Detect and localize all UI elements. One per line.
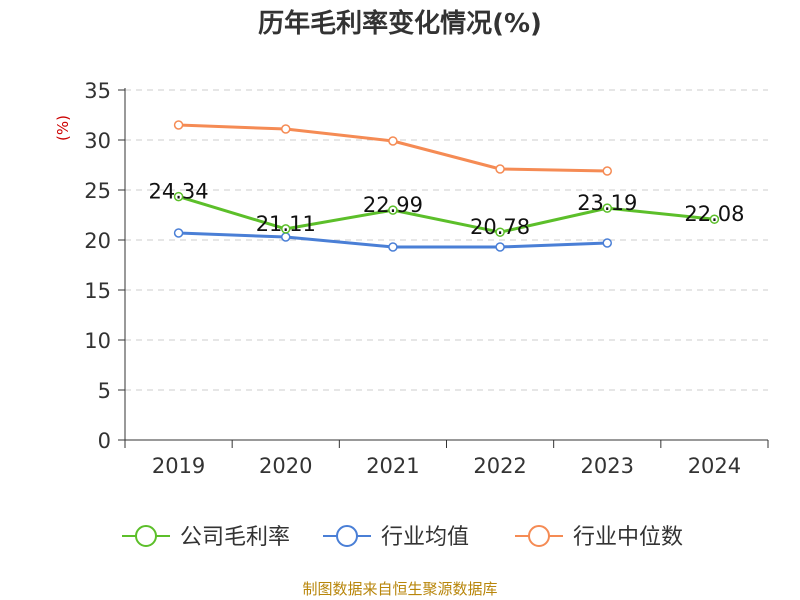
data-point [388,136,398,146]
series-line-2 [178,123,608,173]
legend-label-2: 行业中位数 [573,525,683,550]
y-tick-label: 35 [84,79,111,103]
data-point [281,124,291,134]
data-label: 22.99 [363,193,423,217]
source-note: 制图数据来自恒生聚源数据库 [302,580,497,598]
legend-marker-2 [528,525,550,547]
legend-marker-1 [336,525,358,547]
y-tick-label: 10 [84,329,111,353]
data-labels: 24.34 21.11 22.99 20.78 23.19 22.08 [149,180,745,240]
x-tick-label: 2024 [688,454,741,478]
legend-label-1: 行业均值 [381,525,469,550]
data-point [173,191,184,202]
data-point [495,227,505,237]
y-tick-label: 25 [84,179,111,203]
y-tick-label: 20 [84,229,111,253]
chart-title: 历年毛利率变化情况(%) [258,8,542,39]
x-tick-label: 2022 [473,454,526,478]
y-tick-label: 15 [84,279,111,303]
data-label: 21.11 [256,212,316,236]
x-tick-label: 2019 [152,454,205,478]
data-point [602,238,612,248]
data-point [388,242,398,252]
data-label: 23.19 [577,191,637,215]
data-point [388,205,398,215]
y-tick-label: 0 [98,429,111,453]
data-label: 24.34 [149,180,209,204]
data-label: 20.78 [470,215,530,239]
data-point [173,228,184,238]
data-point [281,224,291,234]
data-point [709,214,720,224]
data-point [495,242,505,252]
legend-label-0: 公司毛利率 [180,525,290,550]
data-point [602,203,612,213]
series-layer [173,120,720,252]
x-tick-label: 2020 [259,454,312,478]
data-label: 22.08 [684,202,744,226]
y-axis-label: (%) [54,115,72,141]
x-tick-label: 2021 [366,454,419,478]
legend: 公司毛利率 行业均值 行业中位数 [122,525,683,550]
series-line-0 [178,195,715,234]
axes: 0 5 10 15 20 25 30 35 2019 2020 2021 2022 2023 2024 [84,79,769,478]
x-tick-label: 2023 [581,454,634,478]
data-point [602,166,612,176]
data-point [495,164,505,174]
y-tick-label: 30 [84,129,111,153]
legend-marker-0 [135,525,157,547]
data-point [173,120,184,130]
y-tick-label: 5 [98,379,111,403]
grid-lines [125,89,768,391]
